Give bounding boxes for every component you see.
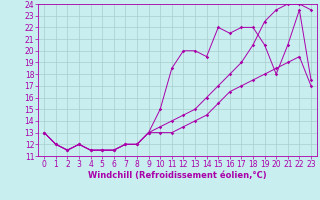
X-axis label: Windchill (Refroidissement éolien,°C): Windchill (Refroidissement éolien,°C) [88, 171, 267, 180]
